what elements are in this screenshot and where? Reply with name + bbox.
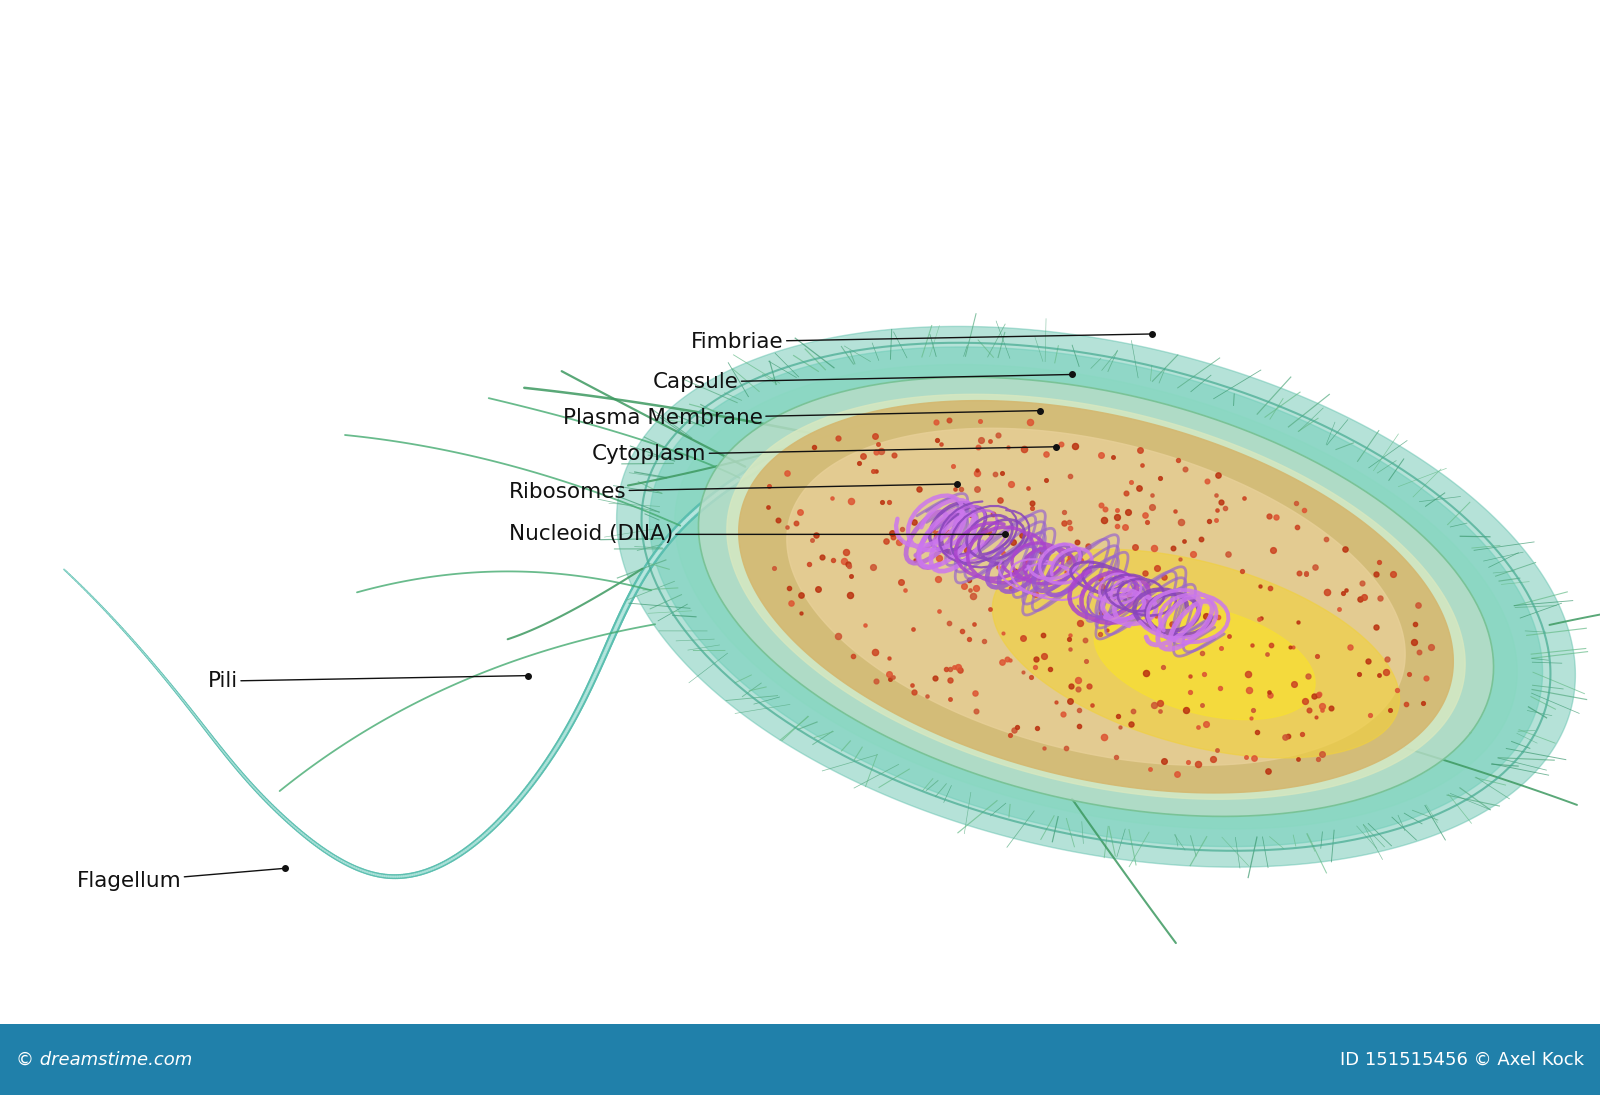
Polygon shape [675,365,1517,829]
Polygon shape [739,401,1453,793]
Text: Cytoplasm: Cytoplasm [592,445,1056,464]
Text: Pili: Pili [208,671,528,691]
Text: Fimbriae: Fimbriae [691,332,1152,351]
Text: Capsule: Capsule [653,372,1072,392]
Polygon shape [992,550,1400,758]
Polygon shape [1094,602,1315,719]
Text: Plasma Membrane: Plasma Membrane [563,408,1040,428]
FancyBboxPatch shape [0,1024,1600,1095]
Polygon shape [726,394,1466,799]
Text: ID 151515456 © Axel Kock: ID 151515456 © Axel Kock [1341,1050,1584,1069]
Text: Ribosomes: Ribosomes [509,482,957,502]
Polygon shape [699,377,1493,817]
Text: Flagellum: Flagellum [77,868,285,891]
Text: © dreamstime.com: © dreamstime.com [16,1050,192,1069]
Polygon shape [787,428,1405,765]
Polygon shape [650,347,1542,846]
Polygon shape [616,326,1576,867]
Text: Nucleoid (DNA): Nucleoid (DNA) [509,525,1005,544]
